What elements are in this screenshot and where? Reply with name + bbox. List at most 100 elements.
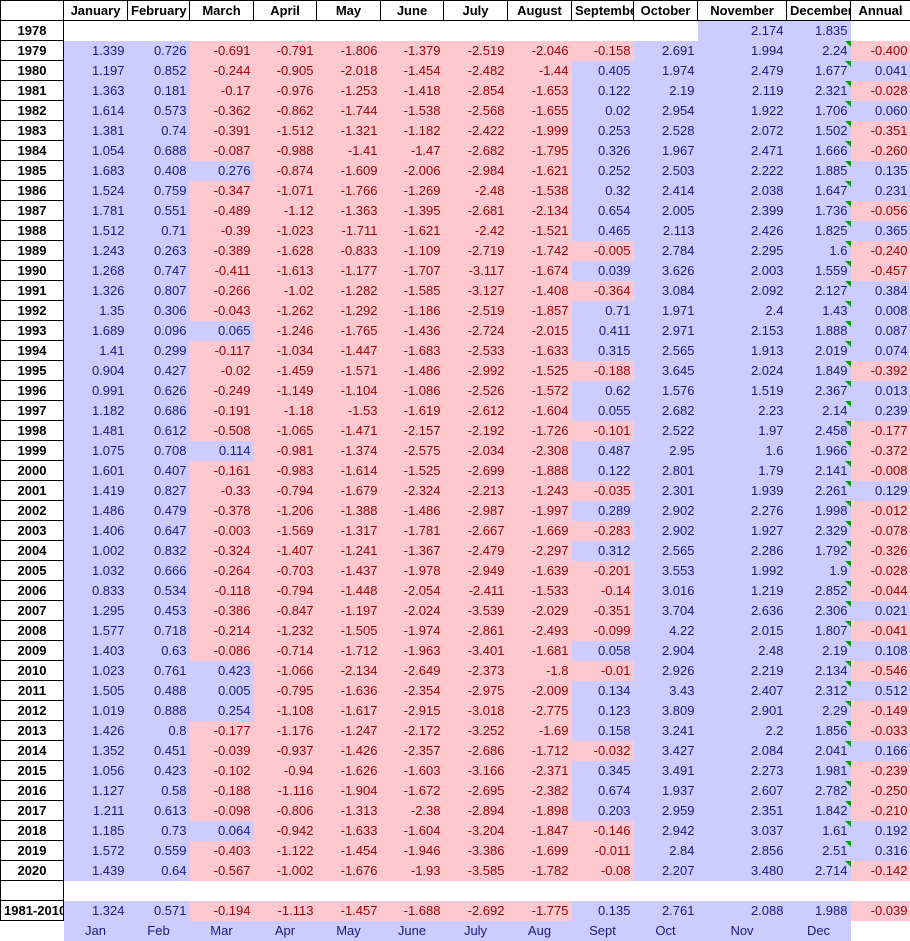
value-cell[interactable]: -1.617 bbox=[316, 700, 381, 721]
value-cell[interactable]: 1.363 bbox=[63, 80, 128, 101]
value-cell[interactable]: -1.197 bbox=[316, 600, 381, 621]
value-cell[interactable]: -1.781 bbox=[380, 520, 444, 541]
value-cell[interactable]: 1.614 bbox=[63, 100, 128, 121]
value-cell[interactable]: 0.064 bbox=[189, 820, 254, 841]
value-cell[interactable]: 0.686 bbox=[127, 400, 190, 421]
col-header[interactable]: July bbox=[443, 0, 508, 21]
value-cell[interactable]: 2.782 bbox=[786, 780, 851, 801]
value-cell[interactable]: -0.188 bbox=[571, 360, 634, 381]
value-cell[interactable]: -1.53 bbox=[316, 400, 381, 421]
value-cell[interactable]: -0.028 bbox=[850, 80, 910, 101]
value-cell[interactable]: 1.998 bbox=[786, 500, 851, 521]
value-cell[interactable]: 2.119 bbox=[697, 80, 787, 101]
value-cell[interactable]: 2.682 bbox=[633, 400, 698, 421]
value-cell[interactable]: 0.465 bbox=[571, 220, 634, 241]
baseline-value[interactable]: 2.088 bbox=[697, 900, 787, 921]
value-cell[interactable]: -1.512 bbox=[253, 120, 317, 141]
value-cell[interactable]: -1.974 bbox=[380, 620, 444, 641]
value-cell[interactable]: -0.794 bbox=[253, 480, 317, 501]
year-cell[interactable]: 1984 bbox=[0, 140, 64, 161]
year-cell[interactable]: 1995 bbox=[0, 360, 64, 381]
value-cell[interactable]: -2.724 bbox=[443, 320, 508, 341]
value-cell[interactable]: -3.127 bbox=[443, 280, 508, 301]
value-cell[interactable]: 2.041 bbox=[786, 740, 851, 761]
value-cell[interactable]: -2.519 bbox=[443, 40, 508, 61]
value-cell[interactable]: -0.988 bbox=[253, 140, 317, 161]
value-cell[interactable]: -0.028 bbox=[850, 560, 910, 581]
year-cell[interactable]: 1993 bbox=[0, 320, 64, 341]
value-cell[interactable]: -0.102 bbox=[189, 760, 254, 781]
value-cell[interactable]: 1.559 bbox=[786, 260, 851, 281]
value-cell[interactable]: -0.249 bbox=[189, 380, 254, 401]
value-cell[interactable]: -1.8 bbox=[507, 660, 572, 681]
year-cell[interactable]: 1979 bbox=[0, 40, 64, 61]
value-cell[interactable]: -0.210 bbox=[850, 800, 910, 821]
value-cell[interactable]: 0.055 bbox=[571, 400, 634, 421]
value-cell[interactable]: 2.4 bbox=[697, 300, 787, 321]
value-cell[interactable]: -1.395 bbox=[380, 200, 444, 221]
value-cell[interactable]: -1.177 bbox=[316, 260, 381, 281]
value-cell[interactable] bbox=[850, 20, 910, 41]
value-cell[interactable]: 0.021 bbox=[850, 600, 910, 621]
value-cell[interactable] bbox=[63, 20, 128, 41]
value-cell[interactable]: -1.653 bbox=[507, 80, 572, 101]
year-cell[interactable]: 1980 bbox=[0, 60, 64, 81]
value-cell[interactable]: -1.426 bbox=[316, 740, 381, 761]
value-cell[interactable]: -0.08 bbox=[571, 860, 634, 881]
value-cell[interactable]: -0.011 bbox=[571, 840, 634, 861]
value-cell[interactable]: 2.295 bbox=[697, 240, 787, 261]
value-cell[interactable]: 1.127 bbox=[63, 780, 128, 801]
value-cell[interactable]: 2.24 bbox=[786, 40, 851, 61]
value-cell[interactable]: 2.607 bbox=[697, 780, 787, 801]
value-cell[interactable]: -0.086 bbox=[189, 640, 254, 661]
value-cell[interactable]: 1.974 bbox=[633, 60, 698, 81]
col-header[interactable]: February bbox=[127, 0, 190, 21]
value-cell[interactable]: -1.065 bbox=[253, 420, 317, 441]
value-cell[interactable]: 0.041 bbox=[850, 60, 910, 81]
value-cell[interactable]: -0.177 bbox=[189, 720, 254, 741]
value-cell[interactable]: 0.626 bbox=[127, 380, 190, 401]
value-cell[interactable]: 2.015 bbox=[697, 620, 787, 641]
value-cell[interactable]: -0.33 bbox=[189, 480, 254, 501]
baseline-value[interactable]: 0.135 bbox=[571, 900, 634, 921]
value-cell[interactable]: 0.181 bbox=[127, 80, 190, 101]
value-cell[interactable]: 1.43 bbox=[786, 300, 851, 321]
value-cell[interactable]: -1.243 bbox=[507, 480, 572, 501]
value-cell[interactable]: -1.454 bbox=[380, 60, 444, 81]
value-cell[interactable]: -2.134 bbox=[316, 660, 381, 681]
value-cell[interactable]: -1.619 bbox=[380, 400, 444, 421]
year-cell[interactable]: 2001 bbox=[0, 480, 64, 501]
value-cell[interactable]: -2.861 bbox=[443, 620, 508, 641]
value-cell[interactable]: 2.084 bbox=[697, 740, 787, 761]
value-cell[interactable]: 3.037 bbox=[697, 820, 787, 841]
value-cell[interactable]: 0.479 bbox=[127, 500, 190, 521]
value-cell[interactable]: 1.79 bbox=[697, 460, 787, 481]
value-cell[interactable]: -1.676 bbox=[316, 860, 381, 881]
value-cell[interactable]: -0.056 bbox=[850, 200, 910, 221]
year-cell[interactable]: 1992 bbox=[0, 300, 64, 321]
value-cell[interactable]: 1.41 bbox=[63, 340, 128, 361]
value-cell[interactable]: -1.538 bbox=[380, 100, 444, 121]
value-cell[interactable]: -0.324 bbox=[189, 540, 254, 561]
value-cell[interactable]: -2.297 bbox=[507, 540, 572, 561]
value-cell[interactable]: 0.888 bbox=[127, 700, 190, 721]
value-cell[interactable]: 3.553 bbox=[633, 560, 698, 581]
value-cell[interactable]: -1.367 bbox=[380, 540, 444, 561]
value-cell[interactable]: 3.704 bbox=[633, 600, 698, 621]
value-cell[interactable]: -0.567 bbox=[189, 860, 254, 881]
value-cell[interactable]: 1.185 bbox=[63, 820, 128, 841]
value-cell[interactable]: -1.182 bbox=[380, 120, 444, 141]
value-cell[interactable]: -0.01 bbox=[571, 660, 634, 681]
value-cell[interactable]: -1.486 bbox=[380, 500, 444, 521]
value-cell[interactable]: -2.192 bbox=[443, 420, 508, 441]
value-cell[interactable]: 0.02 bbox=[571, 100, 634, 121]
value-cell[interactable]: 0.423 bbox=[189, 660, 254, 681]
value-cell[interactable]: 0.405 bbox=[571, 60, 634, 81]
year-cell[interactable]: 2004 bbox=[0, 540, 64, 561]
value-cell[interactable]: 0.32 bbox=[571, 180, 634, 201]
year-cell[interactable]: 1999 bbox=[0, 440, 64, 461]
value-cell[interactable]: 1.981 bbox=[786, 760, 851, 781]
value-cell[interactable]: 1.577 bbox=[63, 620, 128, 641]
value-cell[interactable]: 2.092 bbox=[697, 280, 787, 301]
value-cell[interactable]: 1.339 bbox=[63, 40, 128, 61]
